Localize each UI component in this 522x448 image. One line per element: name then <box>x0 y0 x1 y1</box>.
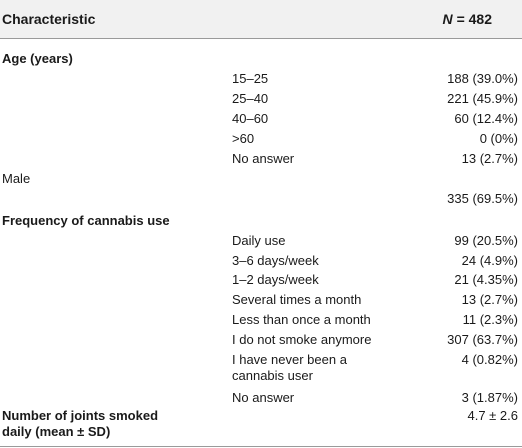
age-value-25-40: 221 (45.9%) <box>447 91 518 106</box>
age-value-15-25: 188 (39.0%) <box>447 71 518 86</box>
header-n-value: N = 482 <box>443 11 492 27</box>
freq-item-never-line2: cannabis user <box>232 368 313 383</box>
section-label-joints-line2: daily (mean ± SD) <box>2 424 111 439</box>
age-value-40-60: 60 (12.4%) <box>454 111 518 126</box>
age-item-no-answer: No answer <box>232 151 295 166</box>
header-n-symbol: N <box>442 11 453 27</box>
freq-item-several-month: Several times a month <box>232 292 362 307</box>
header-characteristic: Characteristic <box>2 11 96 27</box>
age-item-25-40: 25–40 <box>232 91 269 106</box>
freq-item-never-line1: I have never been a <box>232 352 347 367</box>
header-n-number: = 482 <box>456 11 492 27</box>
age-value-no-answer: 13 (2.7%) <box>461 151 518 166</box>
freq-value-no-answer: 3 (1.87%) <box>461 390 518 405</box>
freq-value-several-month: 13 (2.7%) <box>461 292 518 307</box>
freq-value-1-2-days: 21 (4.35%) <box>454 272 518 287</box>
male-value: 335 (69.5%) <box>447 191 518 206</box>
freq-value-3-6-days: 24 (4.9%) <box>461 253 518 268</box>
freq-value-less-than-month: 11 (2.3%) <box>462 312 518 327</box>
age-item-40-60: 40–60 <box>232 111 269 126</box>
freq-value-never: 4 (0.82%) <box>461 352 518 367</box>
freq-item-1-2-days: 1–2 days/week <box>232 272 319 287</box>
joints-value: 4.7 ± 2.6 <box>467 408 518 423</box>
freq-item-less-than-month: Less than once a month <box>232 312 371 327</box>
section-label-joints-line1: Number of joints smoked <box>2 408 159 423</box>
age-value-over-60: 0 (0%) <box>479 131 518 146</box>
freq-item-3-6-days: 3–6 days/week <box>232 253 319 268</box>
bottom-rule <box>0 446 522 447</box>
table-header: Characteristic N = 482 <box>0 0 522 39</box>
freq-item-not-anymore: I do not smoke anymore <box>232 332 372 347</box>
freq-item-daily: Daily use <box>232 233 286 248</box>
freq-value-not-anymore: 307 (63.7%) <box>447 332 518 347</box>
section-label-frequency: Frequency of cannabis use <box>2 213 170 228</box>
section-label-age: Age (years) <box>2 51 73 66</box>
section-label-male: Male <box>2 171 31 186</box>
age-item-over-60: >60 <box>232 131 255 146</box>
freq-value-daily: 99 (20.5%) <box>454 233 518 248</box>
freq-item-no-answer: No answer <box>232 390 295 405</box>
age-item-15-25: 15–25 <box>232 71 269 86</box>
